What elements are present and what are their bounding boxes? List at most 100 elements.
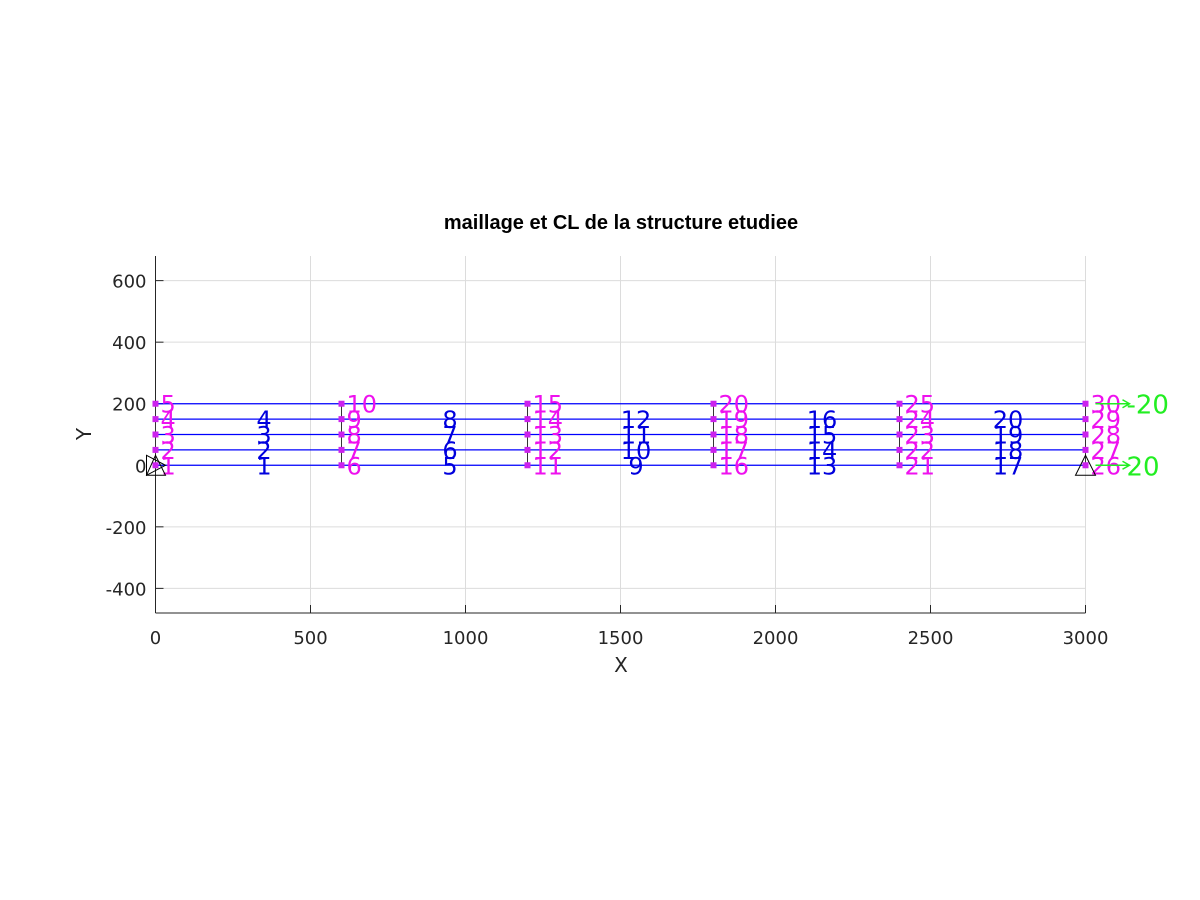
y-tick-label: -200 — [106, 518, 147, 539]
element-label: 10 — [621, 437, 652, 465]
element-label: 9 — [628, 452, 643, 480]
x-tick-label: 500 — [293, 628, 327, 649]
node-label: 22 — [905, 437, 936, 465]
element-label: 18 — [993, 437, 1024, 465]
node-label: 24 — [905, 406, 936, 434]
node-marker — [152, 416, 159, 423]
element-label: 12 — [621, 406, 652, 434]
x-axis-label: X — [614, 653, 628, 677]
y-tick-label: 600 — [112, 272, 146, 293]
element-label: 13 — [807, 452, 838, 480]
element-label: 11 — [621, 422, 652, 450]
x-tick-label: 3000 — [1063, 628, 1109, 649]
node-label: 3 — [161, 422, 176, 450]
node-marker — [338, 431, 345, 438]
node-marker — [524, 416, 531, 423]
node-label: 2 — [161, 437, 176, 465]
node-label: 16 — [719, 452, 750, 480]
node-label: 5 — [161, 391, 176, 419]
node-marker — [152, 462, 159, 469]
load-arrowhead — [1122, 460, 1132, 470]
support-triangle — [145, 454, 167, 476]
element-label: 7 — [442, 422, 457, 450]
y-tick-label: 0 — [135, 456, 146, 477]
x-tick-label: 2500 — [908, 628, 954, 649]
element-label: 5 — [442, 452, 457, 480]
node-marker — [524, 446, 531, 453]
element-label: 3 — [256, 422, 271, 450]
node-marker — [1082, 431, 1089, 438]
node-marker — [896, 416, 903, 423]
node-label: 8 — [347, 422, 362, 450]
node-marker — [896, 446, 903, 453]
node-marker — [710, 400, 717, 407]
node-marker — [710, 431, 717, 438]
element-label: 2 — [256, 437, 271, 465]
load-arrowhead — [1122, 399, 1132, 409]
node-marker — [338, 400, 345, 407]
y-tick-label: 200 — [112, 395, 146, 416]
element-label: 1 — [256, 452, 271, 480]
node-label: 4 — [161, 406, 176, 434]
node-label: 20 — [719, 391, 750, 419]
load-label: 20 — [1127, 452, 1160, 482]
x-tick-label: 1500 — [598, 628, 644, 649]
node-label: 23 — [905, 422, 936, 450]
chart-title: maillage et CL de la structure etudiee — [444, 212, 798, 234]
node-marker — [524, 462, 531, 469]
support-triangle — [1074, 454, 1097, 476]
node-label: 10 — [347, 391, 378, 419]
node-marker — [338, 446, 345, 453]
node-marker — [710, 416, 717, 423]
y-axis-label: Y — [72, 427, 96, 441]
node-label: 17 — [719, 437, 750, 465]
element-label: 17 — [993, 452, 1024, 480]
node-marker — [1082, 446, 1089, 453]
element-label: 8 — [442, 406, 457, 434]
mesh — [152, 400, 1089, 469]
node-label: 11 — [533, 452, 564, 480]
x-tick-label: 2000 — [753, 628, 799, 649]
node-label: 15 — [533, 391, 564, 419]
node-marker — [896, 431, 903, 438]
node-label: 7 — [347, 437, 362, 465]
node-marker — [152, 431, 159, 438]
y-tick-label: -400 — [106, 579, 147, 600]
node-marker — [338, 462, 345, 469]
node-label: 19 — [719, 406, 750, 434]
node-label: 21 — [905, 452, 936, 480]
node-marker — [710, 462, 717, 469]
node-label: 9 — [347, 406, 362, 434]
boundary-conditions: -20 20 — [145, 391, 1169, 482]
node-label: 30 — [1091, 391, 1122, 419]
node-label: 27 — [1091, 437, 1122, 465]
y-tick-label: 400 — [112, 333, 146, 354]
labels: 1234567891011121314151617181920123456789… — [161, 391, 1122, 481]
element-label: 20 — [993, 406, 1024, 434]
node-label: 6 — [347, 452, 362, 480]
x-tick-label: 0 — [150, 628, 161, 649]
node-marker — [152, 400, 159, 407]
node-label: 18 — [719, 422, 750, 450]
node-marker — [710, 446, 717, 453]
node-marker — [896, 462, 903, 469]
support-triangle — [146, 454, 167, 477]
node-marker — [524, 431, 531, 438]
element-label: 15 — [807, 422, 838, 450]
element-label: 4 — [256, 406, 271, 434]
x-tick-label: 1000 — [443, 628, 489, 649]
node-marker — [152, 446, 159, 453]
node-marker — [1082, 416, 1089, 423]
node-label: 13 — [533, 422, 564, 450]
node-label: 14 — [533, 406, 564, 434]
node-label: 25 — [905, 391, 936, 419]
node-marker — [1082, 462, 1089, 469]
node-label: 12 — [533, 437, 564, 465]
node-label: 28 — [1091, 422, 1122, 450]
node-marker — [896, 400, 903, 407]
element-label: 6 — [442, 437, 457, 465]
node-marker — [524, 400, 531, 407]
element-label: 16 — [807, 406, 838, 434]
element-label: 19 — [993, 422, 1024, 450]
